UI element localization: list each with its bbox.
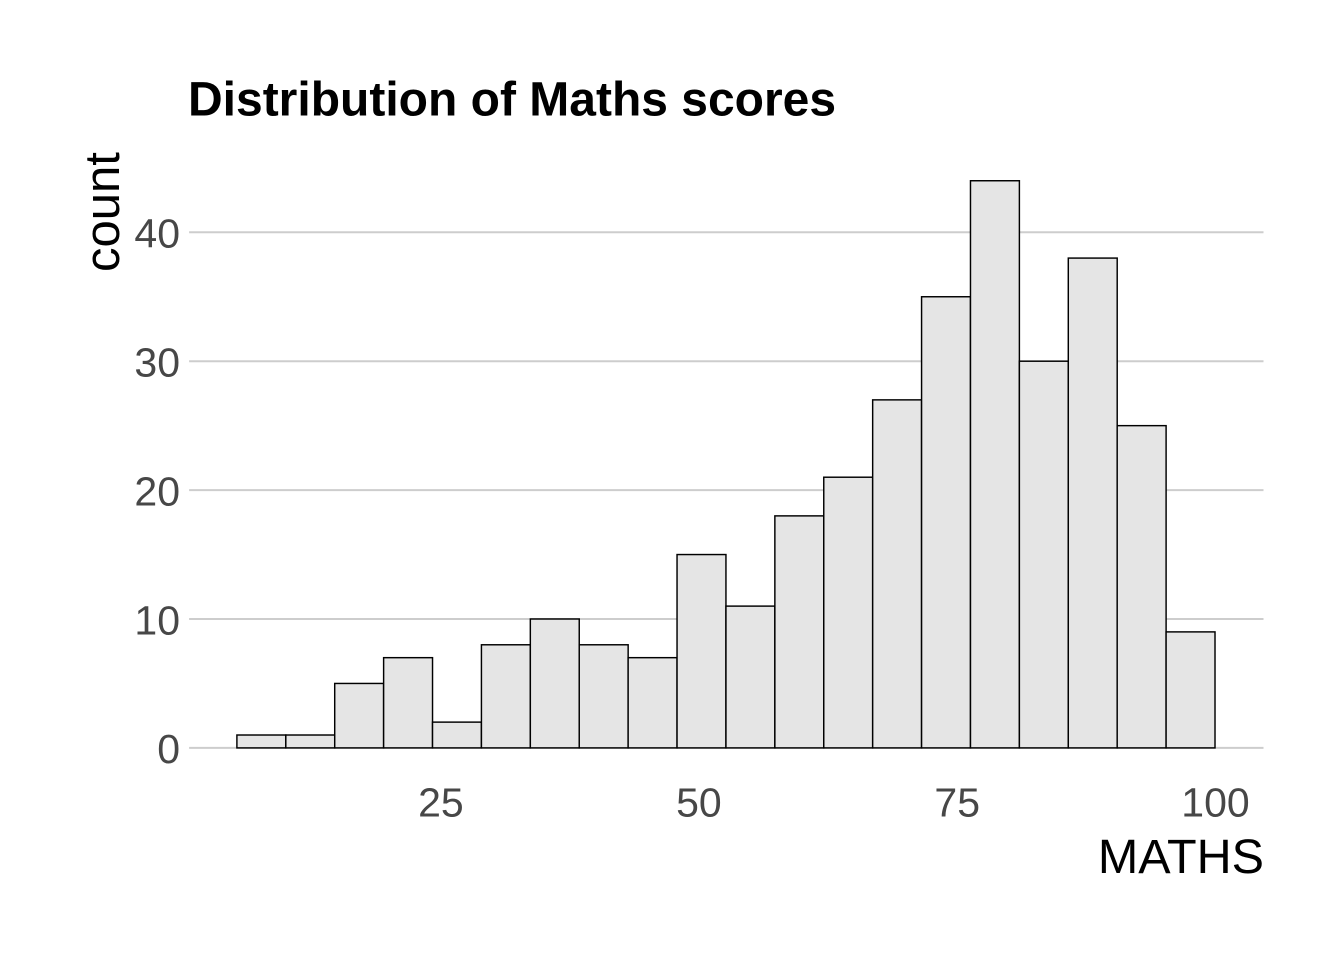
- svg-text:Distribution of Maths scores: Distribution of Maths scores: [188, 74, 836, 127]
- svg-text:20: 20: [134, 468, 180, 514]
- svg-text:30: 30: [134, 340, 180, 386]
- svg-text:count: count: [76, 152, 130, 272]
- svg-text:75: 75: [934, 780, 980, 826]
- svg-text:10: 10: [134, 597, 180, 643]
- svg-text:MATHS: MATHS: [1098, 830, 1264, 884]
- svg-text:25: 25: [418, 780, 464, 826]
- svg-text:0: 0: [157, 726, 180, 772]
- svg-text:50: 50: [676, 780, 722, 826]
- svg-text:100: 100: [1181, 780, 1249, 826]
- svg-text:40: 40: [134, 211, 180, 257]
